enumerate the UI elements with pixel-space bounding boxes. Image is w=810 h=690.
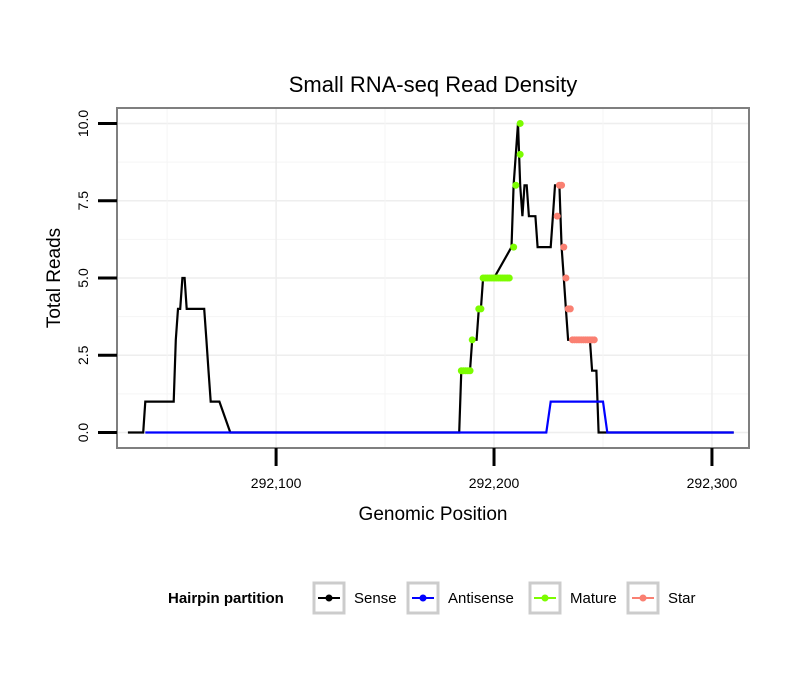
legend-title: Hairpin partition	[168, 590, 284, 607]
star-point	[553, 212, 561, 220]
antisense-line	[145, 400, 734, 434]
x-tick-label: 292,300	[687, 475, 738, 491]
mature-point	[512, 181, 520, 189]
y-tick-label: 10.0	[75, 110, 91, 137]
mature-point	[505, 274, 513, 282]
legend-label: Mature	[570, 590, 617, 607]
legend-key-point	[639, 594, 647, 602]
star-point	[590, 336, 598, 344]
legend: Hairpin partition Sense Antisense Mature St…	[168, 581, 696, 615]
y-tick-label: 2.5	[75, 345, 91, 365]
x-axis-title: Genomic Position	[359, 504, 508, 525]
series-layer	[127, 119, 734, 434]
legend-key-point	[541, 594, 549, 602]
x-axis: 292,100 292,200 292,300	[251, 448, 738, 491]
legend-items: Sense Antisense Mature Star	[312, 581, 696, 615]
y-tick-label: 5.0	[75, 268, 91, 288]
x-tick-label: 292,200	[469, 475, 520, 491]
star-point	[560, 243, 568, 251]
star-point	[558, 181, 566, 189]
mature-point	[510, 243, 518, 251]
chart-title: Small RNA-seq Read Density	[289, 72, 578, 97]
legend-item-star: Star	[626, 581, 696, 615]
star-point	[566, 305, 574, 313]
legend-key-point	[419, 594, 427, 602]
y-axis-title: Total Reads	[44, 228, 65, 328]
y-tick-label: 0.0	[75, 423, 91, 443]
x-tick-label: 292,100	[251, 475, 302, 491]
mature-point	[477, 305, 485, 313]
legend-item-sense: Sense	[312, 581, 397, 615]
y-axis: 0.0 2.5 5.0 7.5 10.0	[75, 110, 117, 443]
mature-point	[516, 119, 524, 127]
legend-item-mature: Mature	[528, 581, 617, 615]
legend-key-point	[325, 594, 333, 602]
mature-point	[468, 336, 476, 344]
legend-label: Sense	[354, 590, 397, 607]
legend-item-antisense: Antisense	[406, 581, 514, 615]
y-tick-label: 7.5	[75, 191, 91, 211]
mature-point	[466, 367, 474, 375]
mature-point	[516, 150, 524, 158]
legend-label: Star	[668, 590, 696, 607]
star-point	[562, 274, 570, 282]
legend-label: Antisense	[448, 590, 514, 607]
